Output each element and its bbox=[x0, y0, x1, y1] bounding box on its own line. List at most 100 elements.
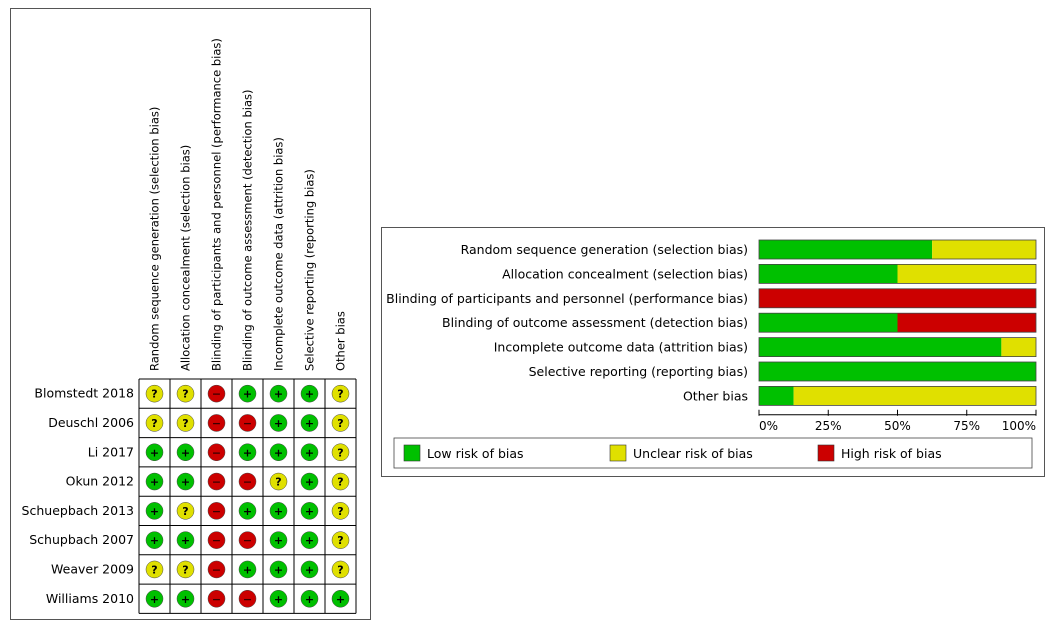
judgement-low-icon bbox=[176, 472, 195, 491]
category-label: Selective reporting (reporting bias) bbox=[529, 364, 748, 379]
category-label: Blinding of outcome assessment (detectio… bbox=[442, 315, 748, 330]
judgement-low-icon bbox=[269, 531, 288, 549]
judgement-low-icon bbox=[269, 384, 288, 403]
legend-box bbox=[393, 437, 1033, 469]
judgement-symbol: − bbox=[243, 417, 252, 430]
judgement-low-icon bbox=[300, 590, 319, 608]
bar-outline bbox=[758, 264, 1037, 284]
judgement-low-icon bbox=[145, 531, 164, 549]
judgement-unclear-icon bbox=[145, 414, 164, 432]
judgement-low-icon bbox=[300, 384, 319, 403]
study-label: Schuepbach 2013 bbox=[22, 503, 134, 518]
bar-outline bbox=[758, 361, 1037, 382]
judgement-symbol: + bbox=[150, 505, 159, 518]
judgement-low-icon bbox=[238, 384, 257, 403]
judgement-low-icon bbox=[300, 502, 319, 520]
bar-outline bbox=[758, 288, 1037, 309]
bar-segment-low bbox=[759, 264, 898, 284]
judgement-symbol: + bbox=[305, 563, 314, 576]
judgement-symbol: ? bbox=[182, 388, 188, 401]
bar-outline bbox=[758, 385, 1037, 406]
judgement-symbol: + bbox=[305, 446, 314, 459]
column-header: Allocation concealment (selection bias) bbox=[179, 145, 193, 371]
judgement-symbol: ? bbox=[182, 417, 188, 430]
judgement-low-icon bbox=[145, 472, 164, 491]
judgement-high-icon bbox=[207, 590, 226, 608]
bar-outline bbox=[758, 337, 1037, 357]
bar-outline bbox=[758, 312, 1037, 333]
judgement-symbol: ? bbox=[337, 446, 343, 459]
judgement-high-icon bbox=[238, 531, 257, 549]
column-header: Random sequence generation (selection bi… bbox=[148, 107, 162, 371]
judgement-symbol: ? bbox=[151, 563, 157, 576]
judgement-unclear-icon bbox=[145, 384, 164, 403]
judgement-symbol: − bbox=[212, 593, 221, 606]
judgement-low-icon bbox=[269, 502, 288, 520]
legend-label-high: High risk of bias bbox=[841, 446, 942, 461]
judgement-low-icon bbox=[145, 443, 164, 461]
judgement-symbol: + bbox=[274, 593, 283, 606]
judgement-unclear-icon bbox=[176, 414, 195, 432]
judgement-symbol: + bbox=[305, 388, 314, 401]
judgement-low-icon bbox=[238, 443, 257, 461]
judgement-symbol: − bbox=[212, 417, 221, 430]
judgement-low-icon bbox=[300, 531, 319, 549]
study-label: Blomstedt 2018 bbox=[34, 386, 134, 401]
judgement-symbol: + bbox=[181, 593, 190, 606]
judgement-unclear-icon bbox=[176, 560, 195, 579]
judgement-unclear-icon bbox=[176, 502, 195, 520]
judgement-symbol: + bbox=[181, 534, 190, 547]
judgement-low-icon bbox=[269, 560, 288, 579]
judgement-symbol: ? bbox=[337, 417, 343, 430]
judgement-high-icon bbox=[207, 502, 226, 520]
study-label: Weaver 2009 bbox=[51, 561, 134, 576]
column-header: Selective reporting (reporting bias) bbox=[303, 169, 317, 371]
judgement-symbol: − bbox=[212, 534, 221, 547]
judgement-high-icon bbox=[238, 590, 257, 608]
judgement-symbol: ? bbox=[182, 563, 188, 576]
judgement-symbol: − bbox=[243, 593, 252, 606]
judgement-low-icon bbox=[300, 414, 319, 432]
study-label: Li 2017 bbox=[88, 444, 134, 459]
judgement-high-icon bbox=[207, 414, 226, 432]
judgement-symbol: ? bbox=[275, 476, 281, 489]
judgement-symbol: ? bbox=[337, 476, 343, 489]
study-label: Okun 2012 bbox=[66, 474, 134, 489]
judgement-low-icon bbox=[176, 590, 195, 608]
judgement-symbol: − bbox=[212, 476, 221, 489]
column-header: Blinding of outcome assessment (detectio… bbox=[241, 90, 255, 371]
judgement-unclear-icon bbox=[331, 443, 350, 461]
judgement-symbol: + bbox=[336, 593, 345, 606]
judgement-symbol: − bbox=[212, 388, 221, 401]
legend-swatch-high bbox=[817, 444, 835, 462]
judgement-symbol: + bbox=[243, 505, 252, 518]
bar-segment-unclear bbox=[1001, 337, 1036, 357]
bar-segment-high bbox=[759, 288, 1036, 308]
risk-of-bias-graph-panel: Random sequence generation (selection bi… bbox=[381, 227, 1045, 477]
judgement-high-icon bbox=[207, 443, 226, 461]
bar-segment-high bbox=[897, 313, 1036, 333]
legend-swatch-low bbox=[403, 444, 421, 462]
judgement-symbol: + bbox=[274, 563, 283, 576]
judgement-unclear-icon bbox=[331, 414, 350, 432]
legend-swatch-unclear bbox=[609, 444, 627, 462]
bar-segment-unclear bbox=[793, 386, 1036, 406]
judgement-symbol: + bbox=[181, 446, 190, 459]
judgement-high-icon bbox=[207, 531, 226, 549]
judgement-symbol: ? bbox=[337, 534, 343, 547]
judgement-symbol: + bbox=[305, 505, 314, 518]
category-label: Random sequence generation (selection bi… bbox=[461, 242, 748, 257]
judgement-symbol: + bbox=[305, 476, 314, 489]
judgement-unclear-icon bbox=[331, 531, 350, 549]
judgement-symbol: + bbox=[274, 505, 283, 518]
judgement-low-icon bbox=[145, 590, 164, 608]
x-tick-label: 50% bbox=[884, 419, 911, 433]
bar-segment-low bbox=[759, 362, 1036, 381]
column-header: Incomplete outcome data (attrition bias) bbox=[272, 137, 286, 371]
x-tick-label: 0% bbox=[759, 419, 778, 433]
judgement-high-icon bbox=[207, 560, 226, 579]
judgement-symbol: + bbox=[150, 446, 159, 459]
judgement-symbol: + bbox=[305, 417, 314, 430]
judgement-symbol: − bbox=[243, 534, 252, 547]
risk-of-bias-summary-chart: Random sequence generation (selection bi… bbox=[22, 38, 357, 614]
